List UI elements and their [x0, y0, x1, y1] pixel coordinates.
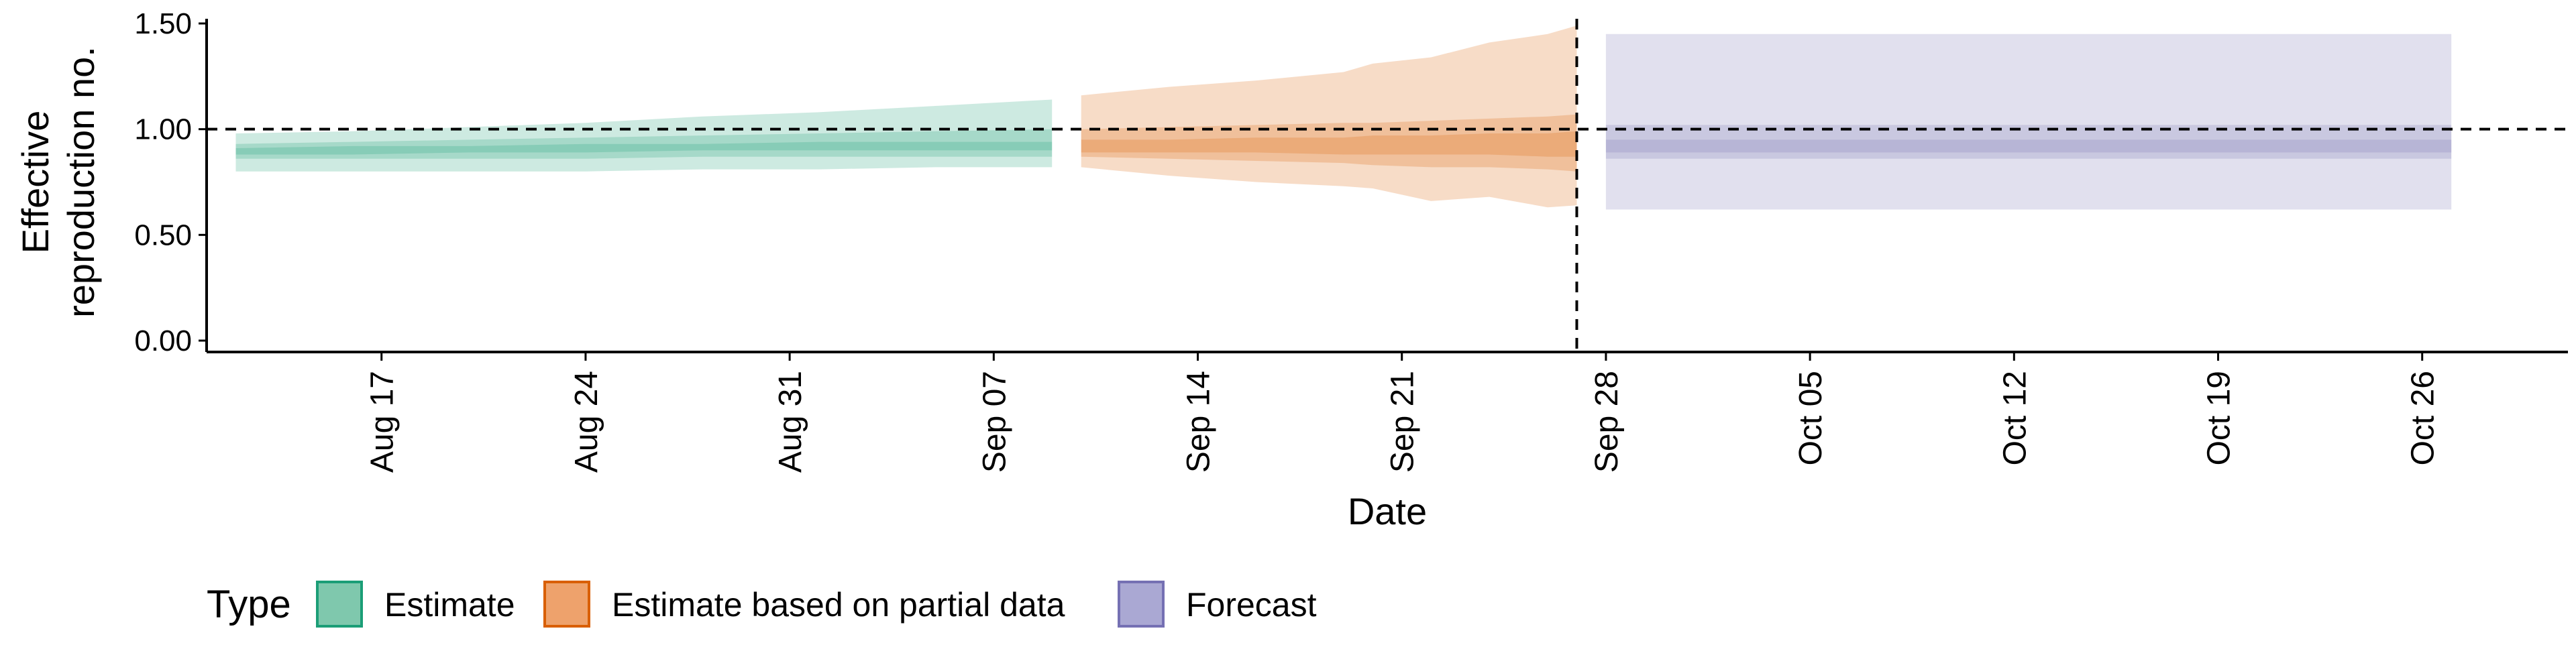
x-tick-label: Oct 05	[1793, 371, 1829, 465]
legend-label-1: Estimate based on partial data	[612, 586, 1065, 624]
legend-title: Type	[207, 583, 291, 626]
y-tick-label: 1.00	[134, 113, 192, 146]
legend-key-1	[543, 581, 590, 628]
x-tick-label: Sep 07	[977, 371, 1012, 473]
x-tick-label: Sep 14	[1181, 371, 1217, 473]
band-ci20-series-0	[235, 141, 1053, 155]
x-axis-title: Date	[1348, 490, 1427, 532]
band-ci20-series-1	[1081, 131, 1577, 157]
x-tick-label: Oct 19	[2202, 371, 2237, 465]
x-tick-label: Oct 26	[2406, 371, 2441, 465]
y-tick-label: 0.50	[134, 219, 192, 251]
legend-label-0: Estimate	[384, 586, 515, 624]
legend: Type Estimate Estimate based on partial da…	[207, 581, 1317, 628]
band-ci20-series-2	[1605, 139, 2452, 153]
series-forecast	[1605, 34, 2452, 210]
x-tick-label: Aug 24	[569, 371, 604, 473]
x-tick-label: Sep 28	[1589, 371, 1625, 473]
y-axis-title-line2: reproduction no.	[60, 46, 102, 318]
y-tick-label: 1.50	[134, 7, 192, 40]
x-tick-label: Oct 12	[1997, 371, 2033, 465]
band-ci90-series-0	[235, 99, 1053, 172]
axes: 0.00 0.50 1.00 1.50 Aug 17 Aug 24 Aug 31 Sep 07…	[14, 7, 2568, 532]
band-ci50-series-2	[1605, 125, 2452, 159]
series-estimate-based-on-partial-data	[1081, 25, 1577, 208]
x-tick-label: Sep 21	[1385, 371, 1421, 473]
y-axis-title-line1: Effective	[14, 111, 56, 254]
x-tick-label: Aug 31	[773, 371, 808, 473]
band-ci90-series-2	[1605, 34, 2452, 210]
legend-key-2	[1118, 581, 1165, 628]
y-tick-label: 0.00	[134, 325, 192, 357]
legend-label-2: Forecast	[1186, 586, 1317, 624]
bands-layer	[235, 25, 2452, 210]
legend-key-0	[316, 581, 363, 628]
band-ci90-series-1	[1081, 25, 1577, 208]
band-ci50-series-0	[235, 129, 1053, 159]
series-estimate	[235, 99, 1053, 172]
x-tick-label: Aug 17	[365, 371, 400, 473]
